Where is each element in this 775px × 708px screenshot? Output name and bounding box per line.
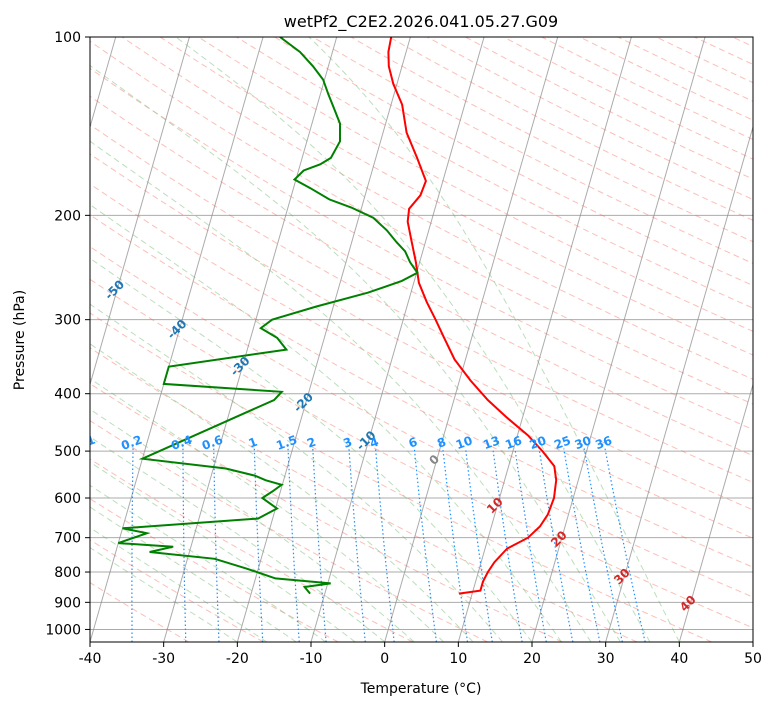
- dry-adiabat-line: [90, 347, 638, 642]
- y-tick-label: 700: [54, 531, 81, 547]
- moist-adiabat-line: [90, 377, 444, 642]
- mixing-ratio-label: 0.4: [169, 433, 194, 453]
- dry-adiabat-line: [90, 183, 753, 539]
- isotherms: [90, 37, 753, 642]
- dry-adiabat-line: [90, 539, 264, 642]
- mixing-ratio-label: 20: [528, 433, 548, 452]
- y-tick-label: 500: [54, 444, 81, 460]
- y-tick-label: 600: [54, 491, 81, 507]
- dry-adiabat-line: [90, 278, 753, 629]
- moist-adiabat-line: [90, 408, 415, 642]
- mixing-ratio-line: [604, 448, 646, 642]
- mixing-ratio-line: [514, 448, 547, 642]
- isotherm-line: [457, 37, 632, 642]
- dry-adiabat-line: [90, 124, 753, 483]
- moist-adiabat-line: [90, 343, 474, 642]
- dry-adiabat-line: [90, 214, 753, 568]
- mixing-ratio-line: [464, 448, 493, 642]
- x-tick-label: 20: [523, 651, 541, 667]
- x-tick-label: -10: [300, 651, 323, 667]
- mixing-ratio-lines: [131, 448, 646, 642]
- dry-adiabats: [90, 37, 753, 642]
- dry-adiabat-line: [90, 420, 488, 642]
- dry-adiabat-line: [90, 153, 753, 511]
- isotherm-line: [531, 37, 706, 642]
- moist-adiabat-line: [175, 37, 651, 642]
- mixing-ratio-label: 10: [454, 433, 474, 452]
- isotherm-line: [605, 125, 753, 642]
- x-tick-label: -20: [226, 651, 249, 667]
- dry-adiabat-line: [236, 37, 753, 309]
- mixing-ratio-label: 16: [503, 433, 523, 452]
- y-tick-label: 800: [54, 565, 81, 581]
- mixing-ratio-line: [492, 448, 523, 642]
- moist-adiabats: [90, 37, 680, 642]
- x-tick-label: -40: [79, 651, 102, 667]
- mixing-ratio-line: [538, 448, 574, 642]
- mixing-ratio-label: 0.6: [200, 433, 225, 453]
- y-tick-label: 300: [54, 313, 81, 329]
- x-tick-label: 30: [597, 651, 615, 667]
- x-axis-label: Temperature (°C): [360, 681, 482, 697]
- isotherm-line: [384, 37, 559, 642]
- sounding-series: [117, 37, 558, 595]
- y-axis-label: Pressure (hPa): [12, 290, 28, 390]
- mixing-ratio-line: [182, 448, 187, 642]
- mixing-ratio-label: 30: [573, 433, 593, 452]
- mixing-ratio-line: [583, 448, 623, 642]
- dry-adiabat-line: [198, 37, 753, 332]
- dry-adiabat-line: [121, 37, 753, 380]
- mixing-ratio-label: 25: [552, 433, 572, 452]
- y-axis-ticks: 100 200 300 400 500 600 700 800 900 1000: [45, 30, 90, 638]
- mixing-ratio-label: 0.2: [119, 433, 144, 453]
- dry-adiabat-line: [90, 312, 712, 642]
- isotherm-line: [310, 37, 485, 642]
- x-tick-label: 40: [670, 651, 688, 667]
- moist-adiabat-line: [90, 461, 356, 642]
- chart-title: wetPf2_C2E2.2026.041.05.27.G09: [284, 12, 558, 32]
- mixing-ratio-label: 0.1: [72, 433, 97, 453]
- moist-adiabat-line: [90, 204, 562, 642]
- y-tick-label: 100: [54, 30, 81, 46]
- dewpoint-line: [117, 37, 419, 595]
- isotherm-line: [236, 37, 411, 642]
- plot-area: -100-90-80-70-60-50-40-30-20-10010203040…: [72, 37, 753, 642]
- y-tick-label: 200: [54, 208, 81, 224]
- mixing-ratio-label: 1.5: [274, 433, 299, 453]
- mixing-ratio-line: [131, 448, 134, 642]
- moist-adiabat-line: [90, 484, 326, 642]
- x-tick-label: 50: [744, 651, 762, 667]
- x-tick-label: 0: [380, 651, 389, 667]
- moist-adiabat-line: [90, 506, 297, 642]
- mixing-ratio-line: [442, 448, 469, 642]
- mixing-ratio-line: [563, 448, 601, 642]
- dry-adiabat-line: [90, 40, 753, 405]
- plot-frame: [89, 36, 754, 643]
- x-tick-label: -30: [152, 651, 175, 667]
- temperature-line: [387, 37, 558, 595]
- moist-adiabat-line: [308, 37, 680, 642]
- pressure-gridlines: [90, 37, 753, 630]
- mixing-ratio-label: 36: [593, 433, 613, 452]
- dry-adiabat-line: [90, 458, 414, 642]
- dry-adiabat-line: [90, 246, 753, 598]
- y-tick-label: 900: [54, 595, 81, 611]
- isotherm-line: [163, 37, 338, 642]
- moist-adiabat-line: [90, 140, 592, 642]
- moist-adiabat-line: [90, 303, 503, 642]
- moist-adiabat-line: [90, 64, 621, 642]
- dry-adiabat-line: [90, 582, 190, 642]
- isotherm-line: [90, 37, 190, 387]
- y-tick-label: 400: [54, 387, 81, 403]
- y-tick-label: 1000: [45, 622, 81, 638]
- x-axis-ticks: -40 -30 -20 -10 0 10 20 30 40 50: [79, 642, 762, 667]
- moist-adiabat-line: [90, 257, 533, 642]
- x-tick-label: 10: [449, 651, 467, 667]
- mixing-ratio-label: 13: [481, 433, 501, 452]
- isotherm-line: [678, 382, 753, 642]
- isotherm-line: [90, 37, 264, 642]
